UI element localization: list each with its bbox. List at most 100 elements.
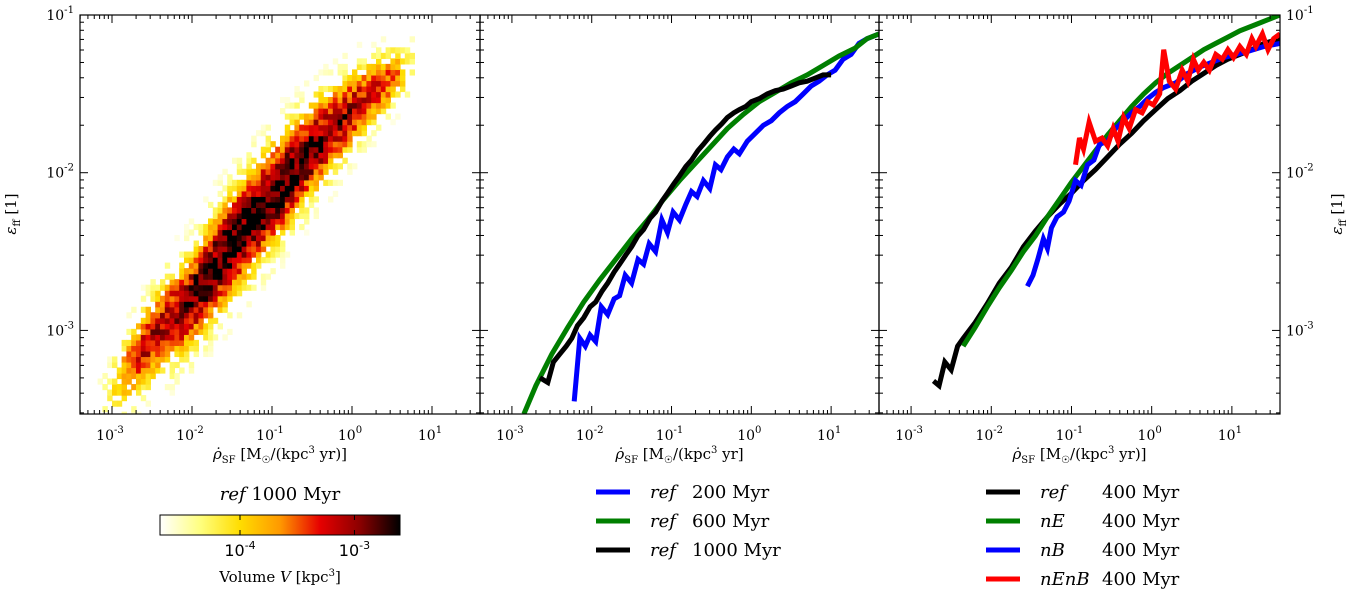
- heatmap-cell: [356, 41, 363, 48]
- heatmap-cell: [380, 102, 387, 109]
- heatmap-cell: [188, 251, 195, 258]
- heatmap-cell: [246, 229, 252, 236]
- heatmap-cell: [304, 163, 310, 170]
- heatmap-cell: [337, 113, 343, 120]
- heatmap-cell: [222, 251, 228, 258]
- heatmap-cell: [164, 328, 171, 335]
- heatmap-cell: [232, 262, 238, 269]
- heatmap-cell: [318, 124, 324, 131]
- heatmap-cell: [265, 201, 271, 209]
- heatmap-cell: [107, 378, 113, 385]
- heatmap-cell: [275, 190, 281, 197]
- colorbar-tick-exp: -3: [359, 539, 370, 552]
- heatmap-cell: [179, 284, 185, 291]
- heatmap-cell: [294, 135, 300, 142]
- heatmap-cell: [256, 196, 262, 203]
- heatmap-cell: [304, 141, 310, 148]
- heatmap-cell: [318, 146, 324, 153]
- heatmap-cell: [323, 135, 329, 142]
- heatmap-cell: [160, 306, 166, 313]
- heatmap-cell: [188, 361, 195, 369]
- axis-labels: ρ̇SF [M☉/(kpc3 yr)] ρ̇SF [M☉/(kpc3 yr] ρ̇S…: [2, 193, 1349, 466]
- heatmap-cell: [342, 146, 348, 153]
- heatmap-cell: [256, 251, 262, 258]
- heatmap-cell: [208, 339, 214, 346]
- heatmap-cell: [395, 52, 401, 59]
- x-axis-label-middle-open: [M: [638, 445, 664, 463]
- x-tick-label: 10-1: [656, 425, 684, 444]
- heatmap-cell: [256, 235, 262, 242]
- heatmap-cell: [280, 108, 286, 115]
- legend-right-label: nB 400 Myr: [1040, 540, 1180, 561]
- heatmap-cell: [198, 317, 204, 324]
- heatmap-cell: [380, 85, 387, 93]
- colorbar-label-close: ]: [335, 568, 341, 586]
- heatmap-cell: [352, 163, 358, 170]
- heatmap-cell: [299, 185, 305, 192]
- heatmap-cell: [294, 157, 300, 164]
- heatmap-cell: [193, 268, 199, 275]
- heatmap-cell: [179, 312, 185, 319]
- heatmap-cell: [241, 262, 247, 269]
- heatmap-cell: [260, 229, 267, 236]
- heatmap-cell: [395, 80, 401, 87]
- heatmap-cell: [294, 168, 300, 175]
- heatmap-cell: [376, 47, 382, 54]
- heatmap-cell: [217, 279, 223, 286]
- heatmap-cell: [203, 268, 209, 275]
- heatmap-cell: [208, 323, 214, 330]
- heatmap-cell: [294, 124, 300, 131]
- heatmap-cell: [395, 91, 401, 98]
- heatmap-cell: [376, 102, 382, 109]
- heatmap-cell: [275, 146, 281, 153]
- heatmap-cell: [155, 295, 161, 302]
- heatmap-cell: [102, 372, 108, 380]
- x-axis-label-right-mid: /(kpc: [1070, 445, 1108, 463]
- heatmap-cell: [198, 312, 204, 319]
- heatmap-cell: [179, 334, 185, 341]
- heatmap-cell: [361, 141, 367, 148]
- heatmap-cell: [155, 312, 161, 319]
- heatmap-cell: [184, 312, 190, 319]
- heatmap-cell: [184, 295, 190, 302]
- heatmap-cell: [366, 119, 372, 126]
- heatmap-cell: [203, 323, 209, 330]
- heatmap-cell: [313, 119, 319, 126]
- heatmap-cell: [361, 130, 367, 137]
- heatmap-cell: [304, 80, 310, 87]
- heatmap-cell: [385, 74, 391, 82]
- y-axis-label-left: εff [1]: [2, 193, 23, 234]
- heatmap-cell: [313, 185, 319, 192]
- heatmap-cell: [347, 74, 353, 82]
- heatmap-cell: [246, 251, 252, 258]
- heatmap-cell: [246, 240, 252, 247]
- heatmap-cell: [212, 179, 219, 186]
- heatmap-cell: [385, 69, 391, 76]
- heatmap-cell: [241, 179, 247, 186]
- heatmap-cell: [212, 251, 219, 258]
- heatmap-cell: [222, 185, 228, 192]
- heatmap-cell: [246, 218, 252, 225]
- heatmap-cell: [318, 97, 324, 104]
- heatmap-cell: [308, 141, 315, 148]
- heatmap-cell: [217, 201, 223, 209]
- heatmap-cell: [121, 389, 127, 396]
- heatmap-cell: [342, 130, 348, 137]
- heatmap-cell: [222, 223, 228, 231]
- heatmap-cell: [241, 235, 247, 242]
- heatmap-cell: [140, 378, 147, 385]
- heatmap-cell: [246, 257, 252, 264]
- legend-right-italic: ref: [1040, 482, 1069, 503]
- legend-right-label: nE 400 Myr: [1040, 511, 1180, 532]
- heatmap-cell: [337, 108, 343, 115]
- heatmap-cell: [265, 163, 271, 170]
- heatmap-cell: [198, 284, 204, 291]
- heatmap-cell: [318, 152, 324, 159]
- heatmap-cell: [112, 378, 118, 385]
- heatmap-cell: [179, 339, 185, 346]
- heatmap-cell: [227, 246, 233, 253]
- heatmap-cell: [347, 168, 353, 175]
- heatmap-cell: [193, 284, 199, 291]
- heatmap-cell: [270, 201, 276, 209]
